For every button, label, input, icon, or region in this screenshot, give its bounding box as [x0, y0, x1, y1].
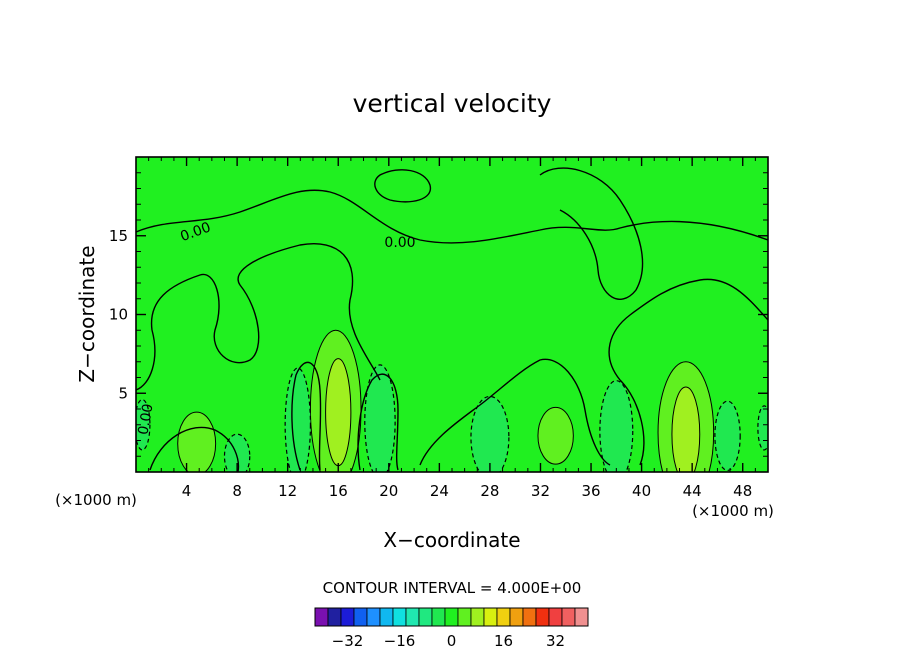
negative-contour-region — [364, 364, 396, 472]
negative-contour-region — [136, 398, 151, 451]
x-axis-label: X−coordinate — [383, 528, 520, 552]
y-tick-label: 5 — [118, 384, 128, 402]
colorbar-tick-label: 16 — [494, 632, 513, 650]
x-tick-label: 28 — [480, 482, 499, 500]
colorbar-swatch — [522, 607, 537, 627]
negative-contour-region — [284, 367, 312, 472]
y-axis-label: Z−coordinate — [75, 245, 99, 382]
zero-contour-line — [136, 189, 768, 244]
negative-contour-region — [757, 405, 768, 451]
negative-contour-region — [714, 400, 741, 472]
zero-contour-line — [149, 426, 240, 472]
colorbar-swatch — [496, 607, 511, 627]
colorbar-swatch — [418, 607, 433, 627]
colorbar: −32 −16 0 16 32 — [314, 607, 589, 650]
colorbar-swatch — [509, 607, 524, 627]
x-units-right: (×1000 m) — [692, 502, 774, 520]
zero-contour-line — [539, 167, 644, 300]
colorbar-swatch — [340, 607, 355, 627]
zero-contour-line — [357, 373, 399, 471]
colorbar-swatch — [444, 607, 459, 627]
x-tick-label: 48 — [733, 482, 752, 500]
colorbar-tick-label: 32 — [546, 632, 565, 650]
x-units-left: (×1000 m) — [55, 491, 137, 509]
zero-contour-line — [291, 361, 322, 471]
contour-label: 0.00 — [384, 235, 415, 251]
colorbar-frame — [314, 607, 589, 627]
zero-contour-line — [374, 169, 431, 203]
x-tick-label: 8 — [232, 482, 242, 500]
zero-contour-line — [419, 358, 611, 466]
negative-contour-region — [470, 395, 510, 472]
y-tick-label: 15 — [109, 227, 128, 245]
positive-contour-region — [177, 411, 217, 472]
colorbar-swatch — [483, 607, 498, 627]
x-tick-label: 24 — [430, 482, 449, 500]
contour-fields — [136, 329, 768, 472]
colorbar-swatch — [470, 607, 485, 627]
contour-label: 0.00 — [135, 403, 156, 436]
plot-area — [136, 157, 768, 472]
zero-contour-line — [608, 278, 768, 466]
chart-title: vertical velocity — [353, 89, 552, 118]
positive-contour-region — [325, 358, 352, 467]
positive-contour-region — [537, 406, 574, 465]
zero-contour-line — [136, 243, 381, 391]
colorbar-tick-label: −16 — [384, 632, 416, 650]
y-tick-label: 10 — [109, 306, 128, 324]
colorbar-swatch — [574, 607, 589, 627]
colorbar-swatch — [431, 607, 446, 627]
colorbar-tick-label: −32 — [332, 632, 364, 650]
colorbar-swatch — [327, 607, 342, 627]
colorbar-swatch — [548, 607, 563, 627]
colorbar-swatch — [535, 607, 550, 627]
colorbar-swatch — [353, 607, 368, 627]
zero-contours — [136, 167, 768, 472]
positive-contour-region — [671, 386, 701, 472]
x-tick-label: 40 — [632, 482, 651, 500]
colorbar-tick-label: 0 — [447, 632, 457, 650]
negative-contour-region — [599, 380, 634, 472]
x-tick-label: 12 — [278, 482, 297, 500]
x-tick-label: 44 — [683, 482, 702, 500]
x-tick-label: 36 — [581, 482, 600, 500]
colorbar-swatch — [314, 607, 329, 627]
x-axis: 4 8 12 16 20 24 28 32 36 40 44 48 — [148, 157, 756, 500]
colorbar-swatch — [366, 607, 381, 627]
x-tick-label: 20 — [379, 482, 398, 500]
colorbar-swatch — [379, 607, 394, 627]
contour-interval-text: CONTOUR INTERVAL = 4.000E+00 — [323, 579, 582, 597]
colorbar-swatch — [392, 607, 407, 627]
colorbar-swatch — [561, 607, 576, 627]
x-tick-label: 16 — [329, 482, 348, 500]
colorbar-swatch — [405, 607, 420, 627]
colorbar-swatch — [457, 607, 472, 627]
x-tick-label: 32 — [531, 482, 550, 500]
y-axis: 5 10 15 — [109, 172, 768, 457]
x-tick-label: 4 — [182, 482, 192, 500]
